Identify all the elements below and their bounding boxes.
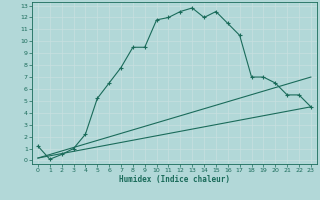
X-axis label: Humidex (Indice chaleur): Humidex (Indice chaleur) [119, 175, 230, 184]
